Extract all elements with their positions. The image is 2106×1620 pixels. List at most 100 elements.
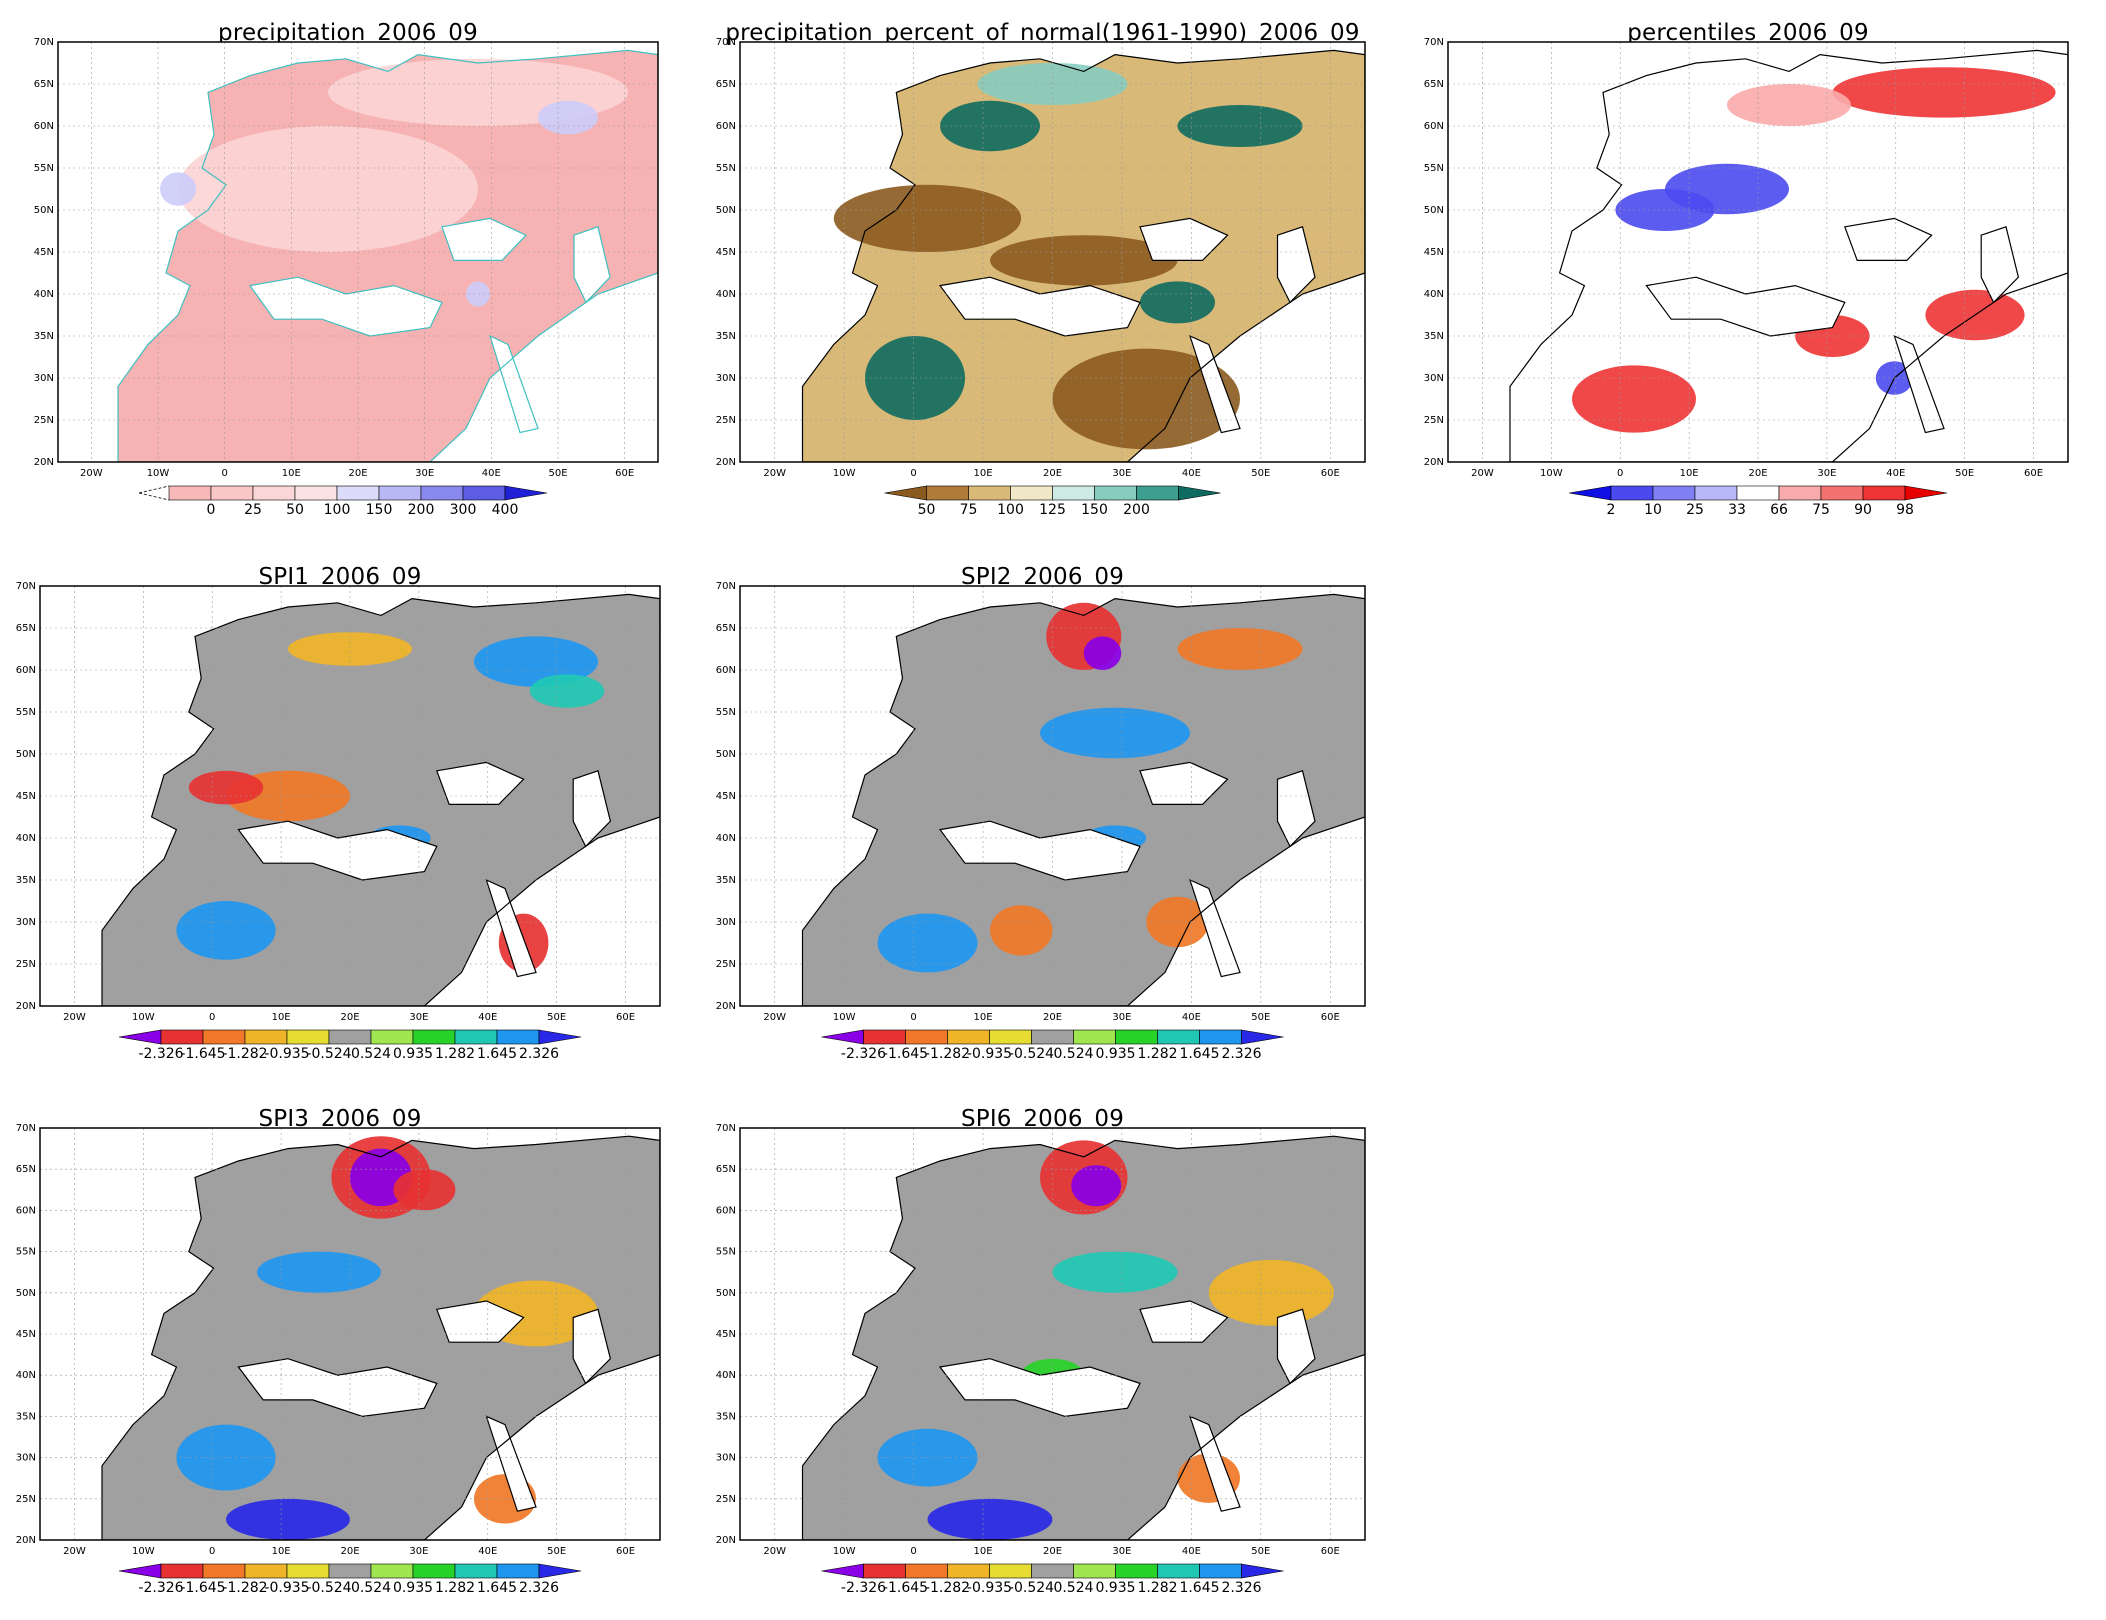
colorbar-label: 0.935: [393, 1580, 433, 1596]
colorbar-segment: [1862, 485, 1906, 501]
map-frame: [1447, 41, 2069, 463]
colorbar-segment: [462, 485, 506, 501]
sea: [940, 1358, 1140, 1417]
lat-tick-label: 65N: [16, 1164, 36, 1175]
lat-tick-label: 30N: [16, 1453, 36, 1464]
lon-tick-label: 20E: [1043, 1012, 1062, 1023]
sea: [486, 880, 536, 977]
lat-tick-label: 70N: [716, 37, 736, 48]
lat-tick-label: 40N: [34, 289, 54, 300]
colorbar-label: 2.326: [519, 1580, 559, 1596]
lat-tick-label: 20N: [1424, 457, 1444, 468]
coastline: [1893, 334, 1945, 434]
anomaly-blob: [529, 674, 605, 708]
lon-tick-label: 20E: [1043, 1546, 1062, 1557]
anomaly-blob: [927, 1498, 1053, 1540]
colorbar-segment: [160, 1029, 204, 1045]
anomaly-blob: [188, 770, 264, 805]
anomaly-blob: [1083, 636, 1122, 670]
colorbar-segment: [370, 1029, 414, 1045]
colorbar-label: -0.524: [1009, 1046, 1054, 1062]
colorbar-arrow-right: [1241, 1563, 1284, 1579]
coastline: [938, 1358, 1141, 1418]
colorbar-segment: [1199, 1029, 1242, 1045]
lon-tick-label: 10E: [282, 468, 301, 479]
coastline: [435, 761, 525, 805]
map-spi2: 70N 65N 60N 55N 50N 45N 40N 35N 30N 25N 20N 20W 10W 0…: [716, 581, 1366, 1062]
colorbar-label: 66: [1770, 502, 1788, 518]
anomaly-blob: [990, 235, 1178, 286]
map-frame: [39, 585, 661, 1007]
lat-tick-label: 45N: [34, 247, 54, 258]
colorbar-label: 0.524: [351, 1046, 391, 1062]
colorbar-label: -0.935: [967, 1046, 1012, 1062]
anomaly-blob: [1665, 163, 1789, 215]
lat-tick-label: 25N: [34, 415, 54, 426]
colorbar-segment: [1736, 485, 1780, 501]
colorbar-segment: [905, 1563, 948, 1579]
sea: [1844, 218, 1932, 261]
lon-tick-label: 60E: [616, 1546, 635, 1557]
lat-tick-label: 55N: [16, 707, 36, 718]
lon-tick-label: 10E: [974, 1546, 993, 1557]
anomaly-blob: [1572, 365, 1696, 433]
lat-tick-label: 65N: [34, 79, 54, 90]
colorbar-label: 200: [408, 502, 435, 518]
map-frame: [739, 41, 1366, 463]
colorbar-label: 2.326: [1221, 1580, 1261, 1596]
colorbar-segment: [294, 485, 338, 501]
colorbar-segment: [863, 1029, 906, 1045]
lon-tick-label: 50E: [548, 468, 567, 479]
lat-tick-label: 60N: [16, 1205, 36, 1216]
lat-tick-label: 35N: [716, 875, 736, 886]
lon-tick-label: 40E: [1182, 1546, 1201, 1557]
coastline: [485, 878, 537, 978]
lat-tick-label: 50N: [716, 205, 736, 216]
land-region: [1510, 50, 2068, 462]
anomaly-blob: [1727, 84, 1851, 126]
lat-tick-label: 40N: [716, 1370, 736, 1381]
colorbar-segment: [168, 485, 212, 501]
lon-tick-label: 60E: [2024, 468, 2043, 479]
colorbar-label: 1.282: [435, 1580, 475, 1596]
lat-tick-label: 65N: [716, 1164, 736, 1175]
lat-tick-label: 55N: [716, 707, 736, 718]
lon-tick-label: 50E: [1955, 468, 1974, 479]
lat-tick-label: 45N: [1424, 247, 1444, 258]
sea: [573, 770, 611, 847]
colorbar-segment: [1136, 485, 1179, 501]
lat-tick-label: 40N: [16, 833, 36, 844]
colorbar-segment: [1010, 485, 1053, 501]
lon-tick-label: 10W: [132, 1546, 155, 1557]
colorbar-segment: [968, 485, 1011, 501]
sea: [1190, 336, 1240, 433]
lon-tick-label: 30E: [1112, 468, 1131, 479]
colorbar-label: 0.524: [351, 1580, 391, 1596]
map-percent-normal: 70N 65N 60N 55N 50N 45N 40N 35N 30N 25N 20N 20W 10W 0…: [716, 37, 1366, 518]
colorbar-label: 1.645: [1179, 1046, 1219, 1062]
colorbar-segment: [160, 1563, 204, 1579]
lon-tick-label: 60E: [1321, 468, 1340, 479]
coastline: [938, 276, 1141, 337]
lat-tick-label: 30N: [34, 373, 54, 384]
colorbar-segment: [370, 1563, 414, 1579]
colorbar-segment: [1157, 1029, 1200, 1045]
anomaly-blob: [1146, 896, 1209, 948]
lat-tick-label: 25N: [716, 1494, 736, 1505]
colorbar-arrow-right: [1904, 485, 1948, 501]
land-region: [802, 594, 1365, 1006]
coastline: [1139, 761, 1229, 805]
colorbar-arrow-right: [538, 1563, 582, 1579]
lat-tick-label: 50N: [1424, 205, 1444, 216]
colorbar-label: 33: [1728, 502, 1746, 518]
lon-tick-label: 30E: [1817, 468, 1836, 479]
coastline: [801, 1135, 1365, 1540]
colorbar-arrow-left: [118, 1563, 162, 1579]
lat-tick-label: 40N: [716, 833, 736, 844]
panel-precipitation: precipitation_2006_09 70N 65N 60N 55N 50N 45N…: [18, 20, 678, 542]
anomaly-blob: [1832, 67, 2056, 118]
colorbar-segment: [947, 1029, 990, 1045]
colorbar-segment: [244, 1029, 288, 1045]
colorbar-label: 2: [1607, 502, 1616, 518]
colorbar-label: 0: [207, 502, 216, 518]
